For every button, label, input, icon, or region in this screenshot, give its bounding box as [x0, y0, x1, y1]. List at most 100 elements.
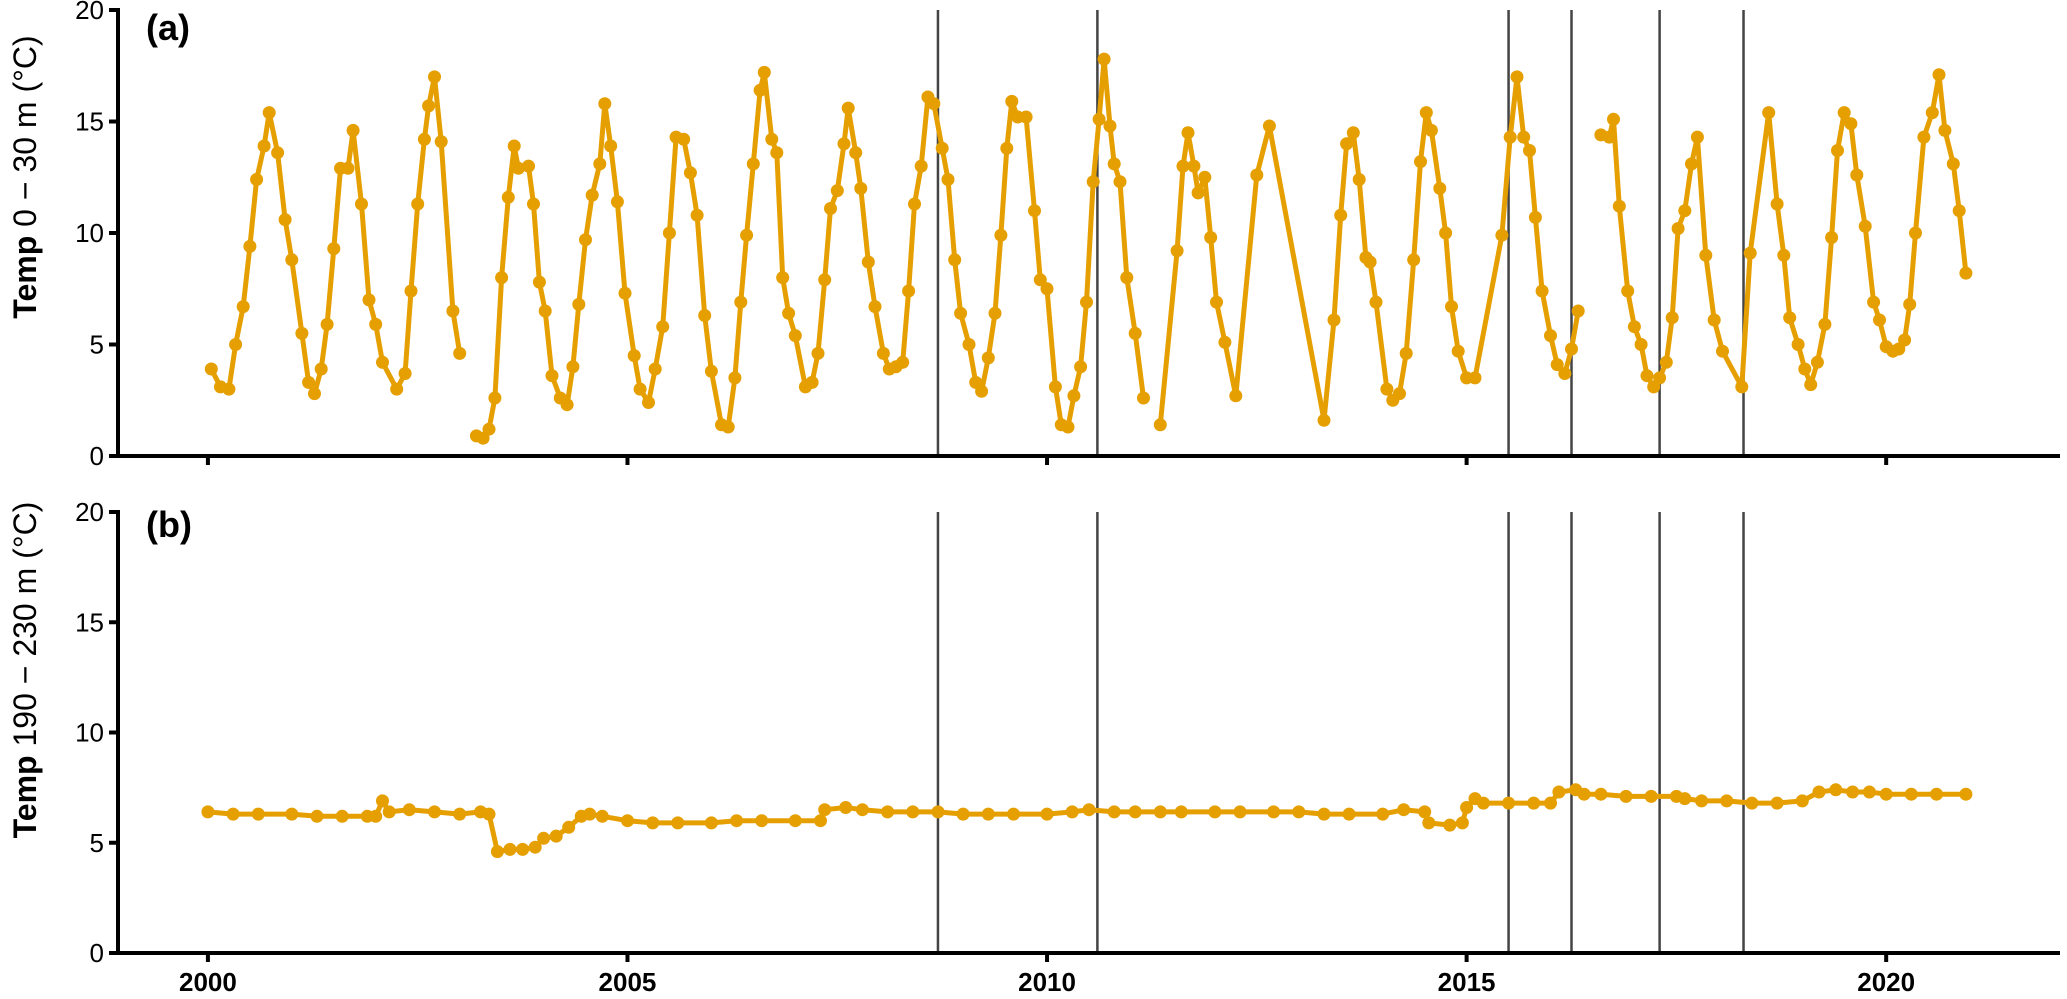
data-point-a-3-28: [1810, 355, 1824, 369]
data-point-a-2-32: [1445, 300, 1458, 314]
data-point-a-1-58: [854, 181, 868, 195]
data-point-a-1-25: [633, 382, 647, 396]
data-point-a-1-12: [545, 369, 559, 383]
x-tick-label-2015: 2015: [1438, 967, 1496, 997]
data-point-b-0-79: [1795, 794, 1809, 808]
data-point-b-0-55: [1376, 807, 1390, 821]
data-point-a-1-81: [1005, 94, 1019, 108]
data-point-b-0-60: [1455, 816, 1469, 830]
data-point-a-0-31: [428, 70, 441, 84]
data-point-a-3-5: [1627, 320, 1641, 334]
data-point-a-1-80: [1000, 141, 1014, 155]
data-point-b-0-45: [1107, 805, 1121, 819]
data-point-a-2-46: [1565, 342, 1578, 356]
data-point-a-3-29: [1818, 317, 1832, 331]
data-point-b-0-35: [855, 803, 869, 817]
data-point-b-0-61: [1460, 801, 1474, 814]
data-point-a-1-66: [908, 197, 921, 211]
data-point-a-1-19: [593, 157, 607, 171]
data-point-a-3-42: [1903, 297, 1917, 311]
data-point-a-1-89: [1061, 420, 1075, 434]
data-point-a-1-18: [585, 188, 599, 202]
data-point-a-0-24: [376, 355, 389, 369]
data-point-b-0-17: [516, 842, 530, 856]
data-point-a-1-93: [1086, 175, 1100, 189]
data-point-a-1-40: [740, 228, 754, 242]
data-point-a-1-65: [902, 284, 916, 298]
data-point-a-1-86: [1040, 282, 1054, 296]
y-tick-label-b-10: 10: [75, 718, 104, 748]
data-point-b-0-12: [453, 807, 467, 821]
data-point-a-3-13: [1678, 204, 1692, 218]
data-point-b-0-66: [1544, 796, 1557, 810]
data-point-a-1-84: [1028, 204, 1041, 218]
series-line-a-seg-0: [208, 74, 463, 397]
data-point-b-0-54: [1342, 807, 1356, 821]
data-point-a-2-9: [1218, 335, 1232, 349]
data-point-b-0-26: [646, 816, 660, 830]
data-point-a-2-17: [1346, 126, 1360, 140]
data-point-a-3-44: [1917, 130, 1931, 144]
y-axis-title-b-bold: Temp: [7, 755, 43, 838]
data-point-a-1-9: [527, 197, 540, 211]
data-point-a-1-94: [1092, 112, 1106, 126]
data-point-a-2-27: [1414, 155, 1427, 169]
data-point-a-2-21: [1369, 295, 1383, 309]
data-point-b-0-1: [226, 807, 240, 821]
data-point-b-0-75: [1695, 794, 1709, 808]
panel-label-b: (b): [146, 504, 192, 545]
data-point-a-1-71: [941, 173, 955, 186]
data-point-a-0-7: [257, 139, 271, 153]
data-point-a-2-33: [1451, 344, 1465, 358]
data-point-a-1-79: [994, 228, 1008, 242]
data-point-a-1-44: [765, 132, 779, 146]
data-point-a-2-22: [1380, 382, 1394, 396]
panel-b: (b) Temp 190 − 230 m (°C) 0 5 10 15 20 2000 20…: [7, 497, 2060, 997]
data-point-a-3-46: [1932, 68, 1946, 82]
data-point-a-2-18: [1352, 173, 1366, 186]
data-point-a-1-26: [642, 396, 655, 409]
data-point-b-0-3: [285, 807, 299, 821]
data-point-b-0-53: [1317, 807, 1331, 821]
data-point-b-0-24: [595, 809, 609, 823]
data-point-b-0-65: [1527, 796, 1541, 810]
data-point-a-1-35: [704, 364, 718, 378]
data-point-a-1-76: [975, 384, 989, 398]
data-point-b-0-71: [1619, 789, 1633, 803]
data-point-b-0-41: [1007, 807, 1020, 821]
series-line-b-seg-0: [205, 787, 1969, 855]
series-line-a-seg-2: [1157, 74, 1581, 428]
data-point-b-0-49: [1208, 805, 1222, 819]
data-point-a-3-37: [1873, 313, 1886, 327]
data-point-a-0-29: [417, 132, 431, 146]
data-point-a-3-41: [1898, 333, 1912, 347]
y-tick-label-a-20: 20: [75, 0, 104, 25]
data-point-b-0-15: [490, 845, 504, 859]
data-point-a-3-2: [1607, 112, 1620, 126]
data-point-a-1-74: [962, 338, 976, 351]
data-point-b-0-50: [1233, 805, 1247, 819]
data-point-b-0-85: [1904, 787, 1918, 801]
data-point-b-0-44: [1082, 803, 1096, 817]
data-point-a-3-1: [1602, 130, 1616, 144]
data-point-b-0-10: [402, 803, 416, 817]
data-point-b-0-58: [1422, 816, 1436, 830]
data-point-a-3-25: [1791, 338, 1805, 351]
data-point-a-2-30: [1433, 181, 1447, 195]
data-point-a-1-11: [538, 304, 552, 318]
data-point-a-0-12: [295, 326, 309, 340]
data-point-a-3-26: [1798, 362, 1812, 376]
data-point-a-1-50: [805, 375, 819, 389]
data-point-a-0-0: [204, 362, 218, 376]
data-point-a-0-23: [369, 317, 383, 331]
data-point-a-1-83: [1019, 110, 1033, 124]
data-point-a-1-22: [610, 195, 624, 209]
data-point-b-0-69: [1577, 787, 1591, 801]
data-point-a-1-20: [598, 97, 612, 111]
data-point-a-0-22: [362, 293, 376, 307]
data-point-a-3-47: [1938, 123, 1952, 137]
data-point-a-3-6: [1634, 338, 1648, 351]
data-point-a-2-25: [1399, 346, 1413, 360]
data-point-a-3-21: [1762, 106, 1776, 120]
data-point-a-1-32: [683, 166, 697, 180]
